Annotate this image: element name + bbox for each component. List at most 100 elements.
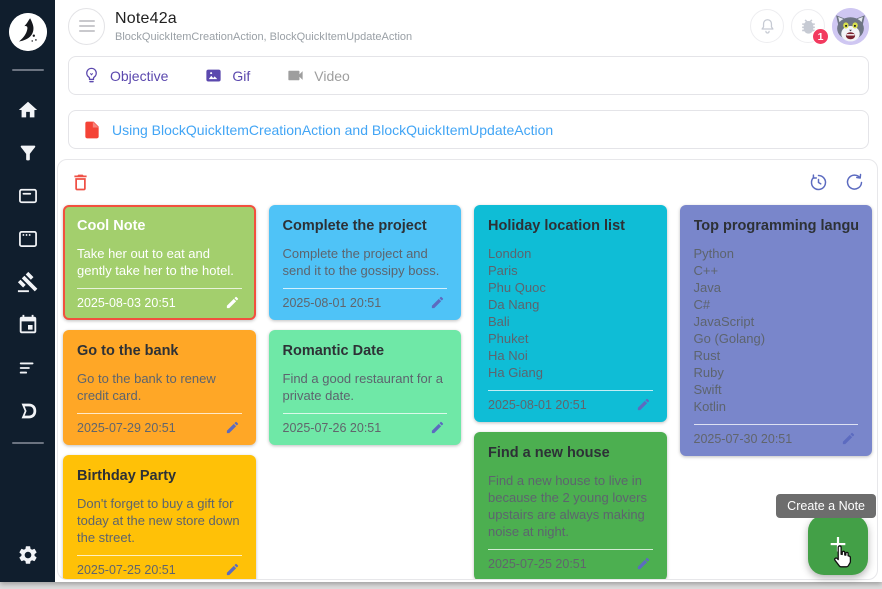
sidebar-divider xyxy=(11,69,44,71)
page-subtitle: BlockQuickItemCreationAction, BlockQuick… xyxy=(115,30,413,43)
note-card[interactable]: Top programming languag… Python C++ Java… xyxy=(679,205,872,456)
notes-column: Complete the project Complete the projec… xyxy=(268,205,461,445)
gif-button[interactable]: Gif xyxy=(204,66,250,85)
edit-note-button[interactable] xyxy=(634,555,653,572)
menu-button[interactable] xyxy=(68,7,105,45)
sort-lines-icon[interactable] xyxy=(17,357,39,379)
note-title: Top programming languag… xyxy=(693,218,859,234)
note-body: Go to the bank to renew credit card. xyxy=(77,371,216,403)
note-card[interactable]: Complete the project Complete the projec… xyxy=(268,205,461,320)
note-title: Romantic Date xyxy=(282,343,385,359)
pencil-icon xyxy=(842,432,855,445)
refresh-icon xyxy=(846,173,863,190)
notes-grid: Cool Note Take her out to eat and gently… xyxy=(58,205,877,579)
sidebar-divider xyxy=(11,442,44,444)
notification-badge: 1 xyxy=(812,28,829,45)
filter-icon[interactable] xyxy=(17,142,39,164)
bell-icon xyxy=(760,18,774,34)
notifications-button[interactable] xyxy=(750,9,784,43)
video-label: Video xyxy=(314,67,350,84)
note-card[interactable]: Go to the bank Go to the bank to renew c… xyxy=(63,330,256,445)
avatar[interactable] xyxy=(832,7,869,45)
edit-note-button[interactable] xyxy=(223,419,242,436)
note-body: Don't forget to buy a gift for today at … xyxy=(77,496,240,545)
main-area: Note42a BlockQuickItemCreationAction, Bl… xyxy=(55,0,882,582)
settings-gear-icon[interactable] xyxy=(17,544,39,566)
objective-button[interactable]: Objective xyxy=(82,66,168,85)
create-note-tooltip: Create a Note xyxy=(776,494,876,518)
note-date: 2025-07-25 20:51 xyxy=(488,556,587,571)
note-date: 2025-08-01 20:51 xyxy=(488,397,587,412)
page-title: Note42a xyxy=(115,9,177,27)
videocam-icon xyxy=(288,70,303,81)
gif-label: Gif xyxy=(232,67,251,84)
objective-label: Objective xyxy=(110,67,169,84)
bug-icon xyxy=(801,18,815,34)
image-icon xyxy=(206,69,221,82)
note-card[interactable]: Birthday Party Don't forget to buy a gif… xyxy=(63,455,256,579)
d-flag-icon[interactable] xyxy=(17,400,39,422)
note-date: 2025-07-29 20:51 xyxy=(77,420,176,435)
note-date: 2025-07-30 20:51 xyxy=(693,431,793,446)
home-icon[interactable] xyxy=(17,99,39,121)
edit-note-button[interactable] xyxy=(428,294,447,311)
pencil-icon xyxy=(226,421,238,434)
window-icon[interactable] xyxy=(17,228,39,250)
attachment-row[interactable]: Using BlockQuickItemCreationAction and B… xyxy=(68,110,869,149)
note-date: 2025-07-26 20:51 xyxy=(282,420,382,435)
pencil-icon xyxy=(226,296,238,309)
edit-note-button[interactable] xyxy=(223,294,242,311)
media-toolbar: Objective Gif Video xyxy=(68,56,869,95)
cat-avatar-icon xyxy=(832,7,869,45)
file-icon xyxy=(85,121,99,138)
history-button[interactable] xyxy=(806,170,831,195)
edit-note-button[interactable] xyxy=(839,430,858,447)
note-title: Go to the bank xyxy=(77,343,179,359)
notes-actions-row xyxy=(58,160,877,205)
note-title: Holiday location list xyxy=(488,218,625,234)
bug-report-button[interactable]: 1 xyxy=(791,9,829,45)
edit-note-button[interactable] xyxy=(223,561,242,578)
create-note-fab[interactable]: + xyxy=(808,515,868,575)
pencil-icon xyxy=(637,557,649,570)
sidebar xyxy=(0,0,55,582)
note-card[interactable]: Romantic Date Find a good restaurant for… xyxy=(268,330,461,445)
edit-note-button[interactable] xyxy=(634,396,653,413)
note-title: Cool Note xyxy=(77,218,146,234)
pencil-icon xyxy=(637,398,649,411)
witch-logo-icon xyxy=(8,13,47,51)
note-date: 2025-08-03 20:51 xyxy=(77,295,176,310)
note-date: 2025-08-01 20:51 xyxy=(282,295,382,310)
video-button[interactable]: Video xyxy=(286,66,350,85)
attachment-link[interactable]: Using BlockQuickItemCreationAction and B… xyxy=(112,121,554,138)
note-body: Python C++ Java C# JavaScript Go (Golang… xyxy=(693,246,766,414)
header: Note42a BlockQuickItemCreationAction, Bl… xyxy=(55,0,882,52)
pencil-icon xyxy=(226,563,238,576)
note-body: Find a good restaurant for a private dat… xyxy=(282,371,443,403)
note-card[interactable]: Cool Note Take her out to eat and gently… xyxy=(63,205,256,320)
notes-column: Top programming languag… Python C++ Java… xyxy=(679,205,872,456)
calendar-icon[interactable] xyxy=(17,314,39,336)
app-logo[interactable] xyxy=(8,13,47,51)
note-date: 2025-07-25 20:51 xyxy=(77,562,176,577)
edit-note-button[interactable] xyxy=(428,419,447,436)
note-title: Complete the project xyxy=(282,218,427,234)
note-card[interactable]: Find a new house Find a new house to liv… xyxy=(474,432,667,579)
note-body: Complete the project and send it to the … xyxy=(282,246,440,278)
note-card-icon[interactable] xyxy=(17,185,39,207)
note-body: Take her out to eat and gently take her … xyxy=(77,246,234,278)
delete-note-button[interactable] xyxy=(68,170,93,195)
refresh-button[interactable] xyxy=(842,170,867,195)
trash-icon xyxy=(74,174,87,191)
notes-column: Cool Note Take her out to eat and gently… xyxy=(63,205,256,579)
note-card[interactable]: Holiday location list London Paris Phu Q… xyxy=(474,205,667,422)
note-body: London Paris Phu Quoc Da Nang Bali Phuke… xyxy=(488,246,546,380)
history-icon xyxy=(810,174,827,191)
gavel-icon[interactable] xyxy=(17,271,39,293)
note-title: Birthday Party xyxy=(77,468,177,484)
lightbulb-icon xyxy=(86,67,97,83)
pencil-icon xyxy=(431,296,444,309)
notes-column: Holiday location list London Paris Phu Q… xyxy=(474,205,667,579)
pencil-icon xyxy=(431,421,444,434)
